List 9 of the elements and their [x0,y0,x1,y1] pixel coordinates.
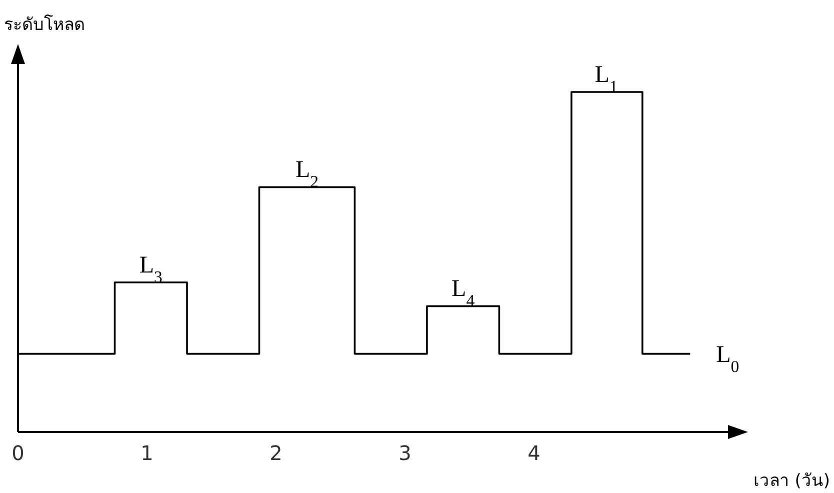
x-tick-label: 1 [140,441,154,466]
annotation: L$_{0}$ [716,342,740,376]
x-tick-label: 3 [398,441,412,466]
x-axis-title: เวลา (วัน) [753,471,830,491]
x-tick-label: 0 [12,441,24,466]
x-tick-label: 2 [270,441,282,466]
x-tick-label: 4 [528,441,540,466]
annotation: L$_{4}$ [452,276,476,310]
y-axis-title: ระดับโหลด [4,14,85,35]
